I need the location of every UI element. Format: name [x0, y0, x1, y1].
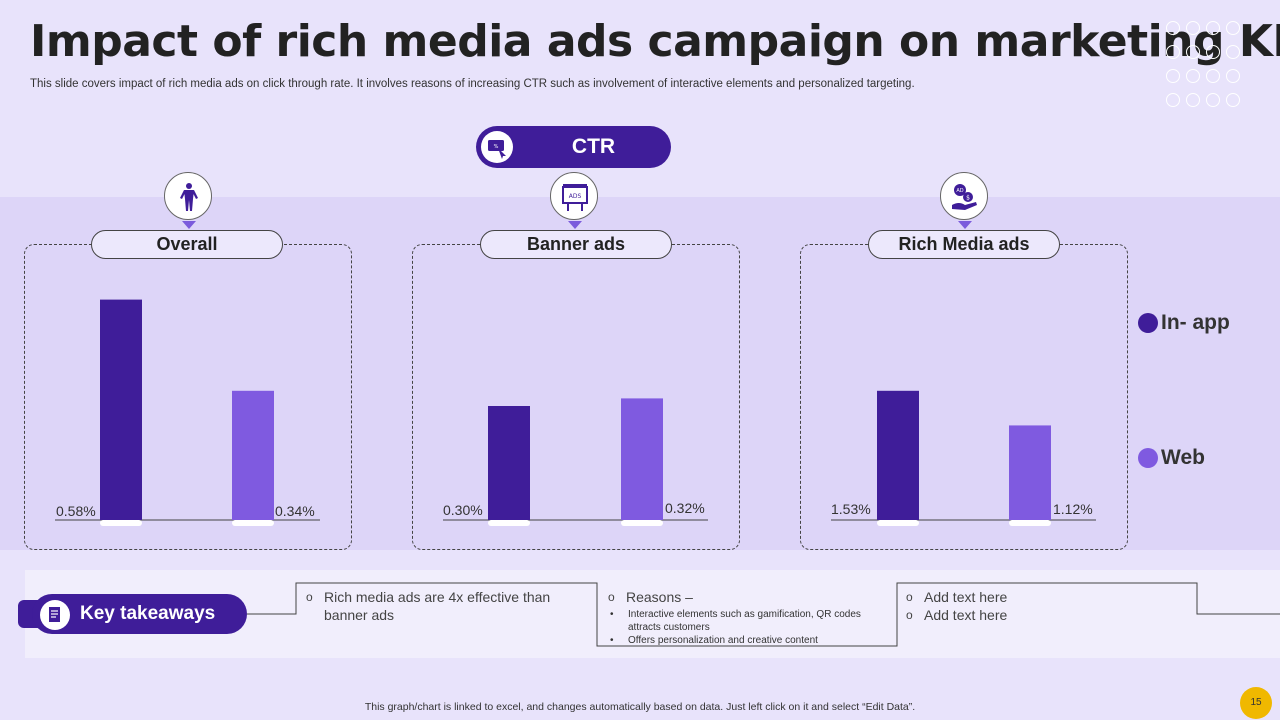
- bar-in-app: [488, 406, 530, 520]
- decorative-dots: [1163, 0, 1243, 110]
- decorative-dot: [1206, 45, 1220, 59]
- bar-web: [621, 398, 663, 520]
- svg-text:%: %: [494, 144, 499, 150]
- bar-base: [232, 520, 274, 526]
- panel-title-rich-media-ads: Rich Media ads: [868, 230, 1060, 259]
- person-icon: [164, 172, 212, 229]
- panel-title-banner-ads: Banner ads: [480, 230, 672, 259]
- data-label: 0.32%: [665, 500, 705, 516]
- svg-text:ADS: ADS: [569, 193, 582, 200]
- ctr-header: % CTR: [476, 126, 671, 168]
- decorative-dot: [1186, 69, 1200, 83]
- legend-label-web: Web: [1161, 446, 1205, 469]
- decorative-dot: [1226, 45, 1240, 59]
- reason-bullet: Offers personalization and creative cont…: [608, 634, 888, 647]
- bar-base: [621, 520, 663, 526]
- decorative-dot: [1186, 45, 1200, 59]
- ctr-bar-charts: 0.58% 0.34% 0.30% 0.32% 1.53% 1.12%: [55, 299, 1096, 526]
- decorative-dot: [1186, 21, 1200, 35]
- svg-text:$: $: [966, 195, 970, 202]
- page-subtitle: This slide covers impact of rich media a…: [30, 78, 915, 90]
- decorative-dot: [1206, 93, 1220, 107]
- chart-1: 0.58% 0.34%: [55, 299, 320, 526]
- reason-bullet: Interactive elements such as gamificatio…: [608, 608, 888, 634]
- ad-money-icon: AD $: [940, 172, 988, 229]
- svg-text:AD: AD: [956, 188, 963, 194]
- key-takeaways-label: Key takeaways: [80, 603, 216, 624]
- data-label: 0.30%: [443, 502, 483, 518]
- bar-base: [100, 520, 142, 526]
- decorative-dot: [1166, 93, 1180, 107]
- reasons-heading: Reasons –: [608, 588, 888, 606]
- decorative-dot: [1166, 21, 1180, 35]
- placeholder-text: Add text here: [906, 606, 1186, 624]
- takeaway-box-3: Add text here Add text here: [906, 588, 1186, 624]
- page-number: 15: [1240, 687, 1272, 719]
- placeholder-text: Add text here: [906, 588, 1186, 606]
- chart-2: 0.30% 0.32%: [443, 398, 708, 526]
- bar-in-app: [100, 299, 142, 520]
- bar-web: [232, 390, 274, 520]
- decorative-dot: [1186, 93, 1200, 107]
- takeaway-box-2: Reasons – Interactive elements such as g…: [608, 588, 888, 647]
- footer-note: This graph/chart is linked to excel, and…: [364, 701, 916, 713]
- bar-in-app: [877, 390, 919, 520]
- bar-base: [1009, 520, 1051, 526]
- page-title: Impact of rich media ads campaign on mar…: [30, 16, 1280, 67]
- decorative-dot: [1226, 93, 1240, 107]
- bar-base: [488, 520, 530, 526]
- chart-3: 1.53% 1.12%: [831, 390, 1096, 526]
- data-label: 1.12%: [1053, 501, 1093, 517]
- decorative-dot: [1226, 69, 1240, 83]
- ctr-label: CTR: [571, 135, 616, 158]
- takeaway-text: Rich media ads are 4x effective than ban…: [306, 588, 586, 624]
- bar-web: [1009, 425, 1051, 520]
- data-label: 0.34%: [275, 503, 315, 519]
- data-label: 1.53%: [831, 501, 871, 517]
- bar-base: [877, 520, 919, 526]
- decorative-dot: [1226, 21, 1240, 35]
- decorative-dot: [1206, 21, 1220, 35]
- click-icon: %: [481, 131, 513, 163]
- decorative-dot: [1206, 69, 1220, 83]
- panel-title-overall: Overall: [91, 230, 283, 259]
- legend-swatch-web: [1138, 448, 1158, 468]
- legend-label-in-app: In- app: [1161, 311, 1230, 334]
- legend-swatch-in-app: [1138, 313, 1158, 333]
- document-icon: [40, 600, 70, 630]
- billboard-icon: ADS: [550, 172, 598, 229]
- data-label: 0.58%: [56, 503, 96, 519]
- takeaway-box-1: Rich media ads are 4x effective than ban…: [306, 588, 586, 624]
- decorative-dot: [1166, 45, 1180, 59]
- decorative-dot: [1166, 69, 1180, 83]
